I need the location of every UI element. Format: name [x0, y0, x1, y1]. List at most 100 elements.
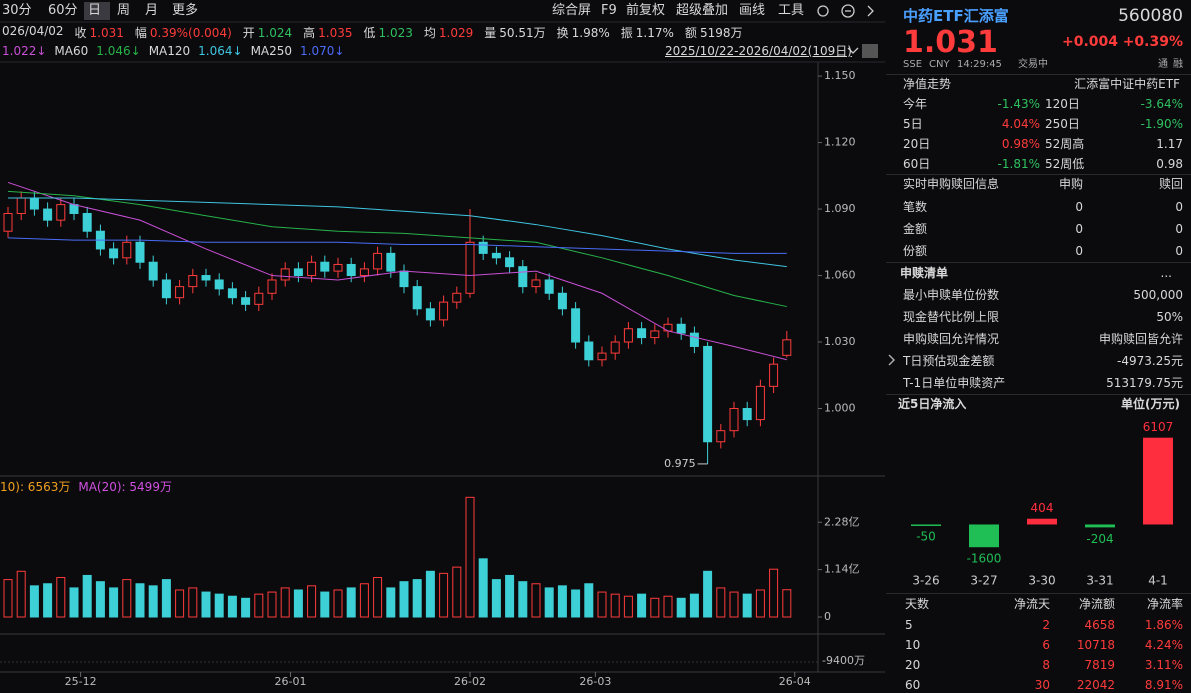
section-title: 近5日净流入 [898, 397, 967, 411]
candle-body [689, 332, 699, 347]
quote-label: 振 [620, 26, 633, 40]
volume-bar [610, 593, 620, 618]
candle-body [3, 212, 13, 232]
candle-body [399, 270, 409, 288]
legend-value: 1.046↓ [96, 44, 141, 58]
row-value: 0 [1075, 200, 1083, 214]
price: 1.031 [903, 25, 998, 60]
volume-bar [201, 591, 211, 618]
quote-item: 低 1.023 [364, 24, 416, 40]
candle-body [557, 292, 567, 310]
candle-body [135, 241, 145, 263]
candle-body [16, 197, 26, 214]
tool-button[interactable]: 画线 [739, 3, 766, 18]
period-tab[interactable]: 日 [88, 3, 102, 18]
candle-body [267, 279, 277, 294]
candle-body [544, 279, 554, 294]
nav-value: 0.98 [1156, 157, 1183, 171]
change-pct: +0.39% [1122, 34, 1183, 50]
expand-arrow[interactable] [886, 350, 898, 370]
quote-value: 50.51万 [499, 26, 546, 40]
volume-bar [637, 593, 647, 618]
tool-button[interactable]: 综合屏 [552, 3, 592, 18]
quote-label: 量 [484, 26, 497, 40]
volume-legend-item: 10): 6563万 [0, 480, 71, 494]
volume-bar [254, 593, 264, 618]
tool-button[interactable]: 超级叠加 [676, 3, 729, 18]
volume-bar [399, 581, 409, 618]
table-cell: 8 [1042, 658, 1050, 672]
candle-body [742, 408, 752, 421]
period-tab[interactable]: 周 [117, 3, 131, 18]
row-value: 500,000 [1133, 288, 1183, 302]
legend-name: MA250 [250, 44, 293, 58]
quote-value: 1.023 [378, 26, 413, 40]
volume-bar [227, 595, 237, 618]
quote-label: 收 [74, 26, 87, 40]
table-cell: 4658 [1084, 618, 1115, 632]
nav-value: -1.81% [997, 157, 1040, 171]
row-value: 申购赎回皆允许 [1098, 332, 1183, 346]
volume-bar [650, 597, 660, 618]
tool-button[interactable]: 前复权 [626, 3, 666, 18]
volume-bar [280, 587, 290, 618]
quote-label: 026/04/02 [2, 24, 64, 38]
period-tab[interactable]: 30分 [2, 3, 32, 18]
period-tab[interactable]: 60分 [48, 3, 78, 18]
volume-bar [109, 587, 119, 618]
flow-value-label: 404 [1031, 501, 1054, 515]
row-value: 0 [1075, 222, 1083, 236]
legend-name: MA60 [54, 44, 89, 58]
candle-body [729, 408, 739, 432]
candle-body [755, 385, 765, 421]
tool-button[interactable]: 工具 [778, 3, 805, 18]
volume-bar [69, 587, 79, 618]
volume-bar [452, 566, 462, 618]
volume-bar [320, 591, 330, 618]
table-header: 净流率 [1146, 597, 1183, 611]
volume-bar [571, 589, 581, 618]
quote-value: 1.029 [438, 26, 474, 40]
volume-bar [214, 593, 224, 618]
quote-item: 额 5198万 [685, 24, 746, 40]
volume-bar [491, 579, 501, 618]
volume-bar [43, 583, 53, 618]
candle-body [373, 252, 383, 270]
candle-body [56, 204, 66, 221]
x-tick-label: 26-01 [274, 675, 306, 688]
table-cell: 3.11% [1144, 658, 1183, 672]
date-range[interactable]: 2025/10/22-2026/04/02(109日) [665, 44, 852, 58]
flow-value-label: -1600 [967, 552, 1002, 566]
quote-value: 1.024 [257, 26, 293, 40]
candle-body [43, 208, 53, 221]
volume-bar [439, 572, 449, 618]
volume-bar [769, 568, 779, 618]
y-tick-label: 2.28亿 [824, 515, 860, 528]
flow-value-label: -204 [1086, 532, 1113, 546]
more-button[interactable]: ... [1160, 266, 1172, 280]
nav-label: 52周低 [1045, 157, 1085, 171]
table-cell: 60 [905, 678, 921, 692]
row-value: 0 [1175, 200, 1183, 214]
period-tab[interactable]: 月 [145, 3, 159, 18]
period-tab[interactable]: 更多 [172, 3, 199, 18]
candle-body [201, 275, 211, 281]
volume-bar [293, 589, 303, 618]
tool-button[interactable]: F9 [601, 3, 617, 18]
volume-bar [346, 587, 356, 618]
quote-item: 幅 0.39%(0.004) [135, 24, 235, 40]
table-header: 天数 [905, 597, 930, 611]
row-label: 现金替代比例上限 [903, 310, 1000, 324]
volume-bar [676, 597, 686, 618]
volume-bar [29, 585, 39, 618]
section-title: 净值走势 [903, 77, 952, 91]
volume-bar [122, 579, 132, 618]
volume-bar [359, 583, 369, 618]
volume-bar [663, 595, 673, 618]
ma-legend: 1.022↓ MA60 1.046↓ MA120 1.064↓ MA250 1.070↓ [2, 44, 344, 58]
row-value: -4973.25元 [1117, 354, 1183, 368]
candle-body [320, 261, 330, 272]
volume-bar [56, 577, 66, 618]
volume-bar [135, 583, 145, 618]
candle-body [241, 297, 251, 305]
